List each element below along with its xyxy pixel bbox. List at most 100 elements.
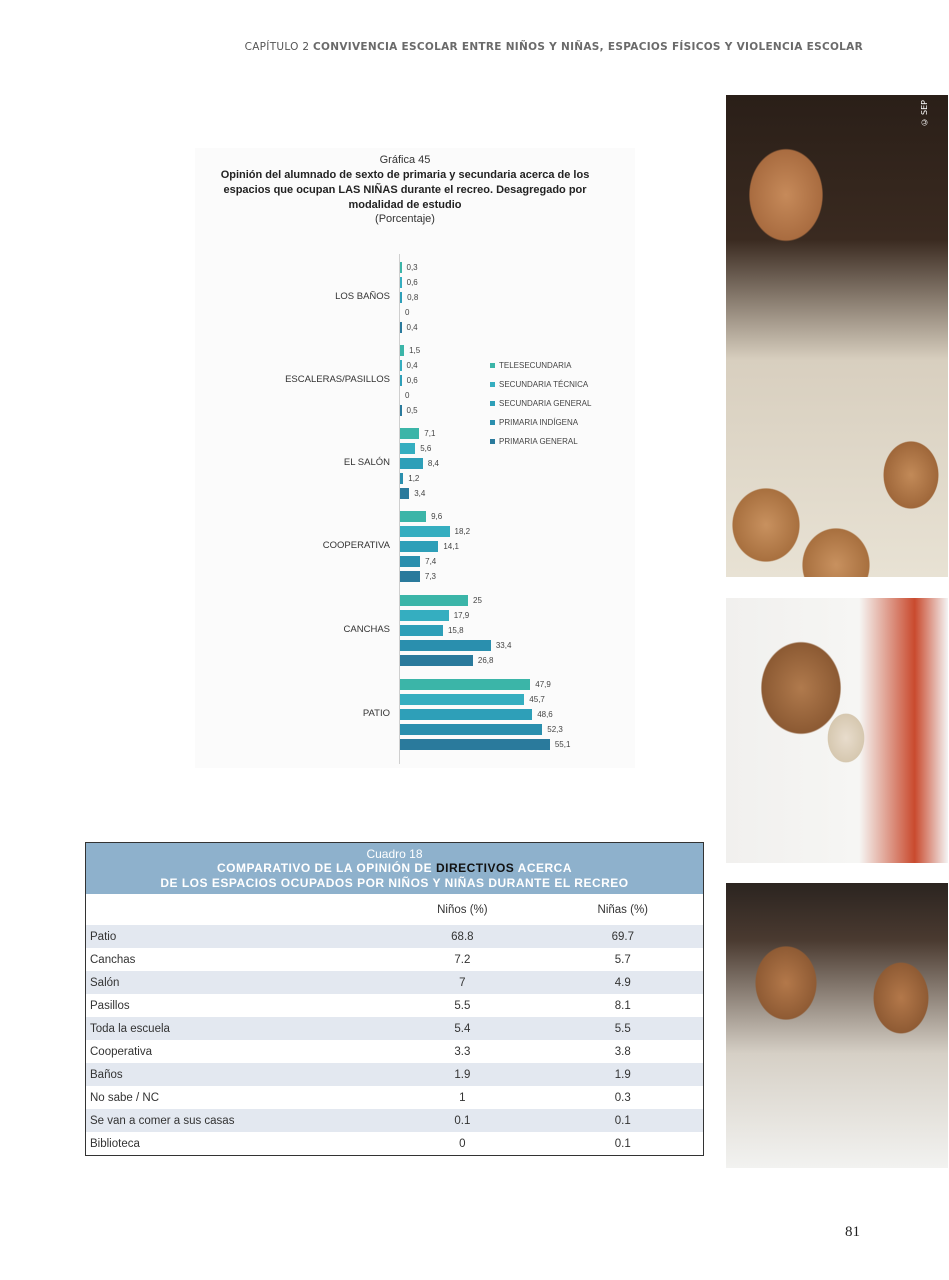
table-row: Pasillos 5.5 8.1 (86, 994, 703, 1017)
bar (400, 709, 533, 720)
table-row: Cooperativa 3.3 3.8 (86, 1040, 703, 1063)
bar (400, 488, 410, 499)
bar (400, 458, 423, 469)
bar-value-label: 1,5 (409, 346, 421, 355)
bar-value-label: 0,4 (406, 361, 418, 370)
table-cell-label: Salón (86, 971, 383, 994)
bar-value-label: 0 (405, 391, 410, 400)
table-cell-ninas: 1.9 (542, 1063, 703, 1086)
table-cell-ninos: 5.5 (454, 999, 471, 1012)
data-table: Niños (%) Niñas (%) Patio 68.8 69.7 Canchas… (86, 894, 703, 1155)
table-cell-label: Biblioteca (90, 1137, 140, 1150)
bar-value-label: 7,1 (424, 429, 436, 438)
bar-value-label: 0,5 (406, 406, 418, 415)
category-label: CANCHAS (343, 624, 390, 635)
bar-value-label: 0 (405, 308, 410, 317)
bar-value-label: 55,1 (554, 740, 571, 749)
legend-swatch-icon (490, 401, 495, 406)
bar-value-label: 0,4 (406, 323, 418, 332)
bar-value-label: 3,4 (414, 489, 426, 498)
bar-value-label: 15,8 (447, 626, 464, 635)
table-cell-label: Toda la escuela (86, 1017, 383, 1040)
table-cell-ninos: 68.8 (382, 925, 543, 948)
bar-value-label: 26,8 (477, 656, 494, 665)
table-row: Salón 7 4.9 (86, 971, 703, 994)
bar-value-label: 0,6 (406, 376, 418, 385)
figure-header: Gráfica 45 Opinión del alumnado de sexto… (195, 154, 615, 225)
page-number: 81 (845, 1224, 860, 1240)
table-cell-ninas: 69.7 (542, 925, 703, 948)
running-head: CAPÍTULO 2 CONVIVENCIA ESCOLAR ENTRE NIÑ… (245, 41, 863, 53)
table-cell-ninos: 7.2 (454, 953, 471, 966)
photo-boy-eating (726, 598, 948, 863)
table-title-part: COMPARATIVO DE LA OPINIÓN DE (216, 861, 436, 875)
table-row: Patio 68.8 69.7 (86, 925, 703, 948)
photo-two-boys (726, 883, 948, 1168)
bar-value-label: 25 (473, 596, 482, 605)
bar (400, 526, 450, 537)
bar (400, 739, 550, 750)
table-header: Cuadro 18 COMPARATIVO DE LA OPINIÓN DE D… (86, 843, 703, 894)
table-cell-ninas: 4.9 (542, 971, 703, 994)
category-label: EL SALÓN (343, 457, 390, 468)
table-cell-ninos: 0 (459, 1137, 466, 1150)
category-label: LOS BAÑOS (335, 291, 390, 302)
table-cell-ninas: 3.8 (614, 1045, 631, 1058)
category-label: PATIO (362, 708, 390, 719)
bar (400, 292, 403, 303)
figure-title: Opinión del alumnado de sexto de primari… (195, 168, 615, 213)
chapter-title: CONVIVENCIA ESCOLAR ENTRE NIÑOS Y NIÑAS,… (313, 41, 863, 53)
bar-value-label: 0,8 (407, 293, 419, 302)
table-row: Se van a comer a sus casas 0.1 0.1 (86, 1109, 703, 1132)
figure-number: Gráfica 45 (379, 154, 431, 166)
bar-value-label: 5,6 (420, 444, 432, 453)
bar (400, 443, 416, 454)
table-row: No sabe / NC 1 0.3 (86, 1086, 703, 1109)
table-cell-ninas: 5.5 (542, 1017, 703, 1040)
bar-value-label: 18,2 (454, 527, 471, 536)
table-cell-ninas: 0.1 (614, 1137, 631, 1150)
chapter-label: CAPÍTULO 2 (244, 41, 310, 53)
figure-unit: (Porcentaje) (375, 213, 435, 225)
bar-value-label: 1,2 (408, 474, 420, 483)
table-cell-ninos: 0.1 (382, 1109, 543, 1132)
bar-value-label: 7,4 (425, 557, 437, 566)
legend-swatch-icon (490, 363, 495, 368)
legend-swatch-icon (490, 382, 495, 387)
chart-axis (399, 254, 400, 764)
bar (400, 473, 404, 484)
table-cell-label: No sabe / NC (90, 1091, 160, 1104)
legend-item: SECUNDARIA GENERAL (490, 394, 591, 413)
photo-children-group (726, 95, 948, 577)
chart-figure: Gráfica 45 Opinión del alumnado de sexto… (195, 148, 635, 768)
bar (400, 571, 420, 582)
bar (400, 556, 421, 567)
bar (400, 640, 491, 651)
table-row: Baños 1.9 1.9 (86, 1063, 703, 1086)
legend-item: PRIMARIA GENERAL (490, 432, 591, 451)
table-cell-ninos: 1.9 (382, 1063, 543, 1086)
bar (400, 655, 473, 666)
bar (400, 262, 402, 273)
bar-value-label: 7,3 (424, 572, 436, 581)
cuadro-18-table: Cuadro 18 COMPARATIVO DE LA OPINIÓN DE D… (85, 842, 704, 1156)
column-header-ninas: Niñas (%) (597, 903, 649, 916)
table-cell-ninas: 0.1 (542, 1109, 703, 1132)
bar-value-label: 14,1 (443, 542, 459, 551)
table-cell-ninos: 3.3 (454, 1045, 471, 1058)
category-label: ESCALERAS/PASILLOS (285, 374, 390, 385)
chart-legend: TELESECUNDARIA SECUNDARIA TÉCNICA SECUNDAR… (490, 356, 591, 451)
bar (400, 724, 543, 735)
table-cell-ninas: 8.1 (614, 999, 631, 1012)
bar-value-label: 0,3 (406, 263, 418, 272)
table-title-highlight: DIRECTIVOS (435, 861, 515, 875)
legend-item: PRIMARIA INDÍGENA (490, 413, 591, 432)
table-title-line2: DE LOS ESPACIOS OCUPADOS POR NIÑOS Y NIÑ… (160, 876, 629, 890)
table-title-part: ACERCA (514, 861, 573, 875)
bar-value-label: 33,4 (495, 641, 512, 650)
legend-label: PRIMARIA GENERAL (499, 437, 578, 446)
legend-swatch-icon (490, 420, 495, 425)
bar-value-label: 0,6 (406, 278, 418, 287)
table-cell-label: Pasillos (90, 999, 130, 1012)
table-row: Biblioteca 0 0.1 (86, 1132, 703, 1155)
